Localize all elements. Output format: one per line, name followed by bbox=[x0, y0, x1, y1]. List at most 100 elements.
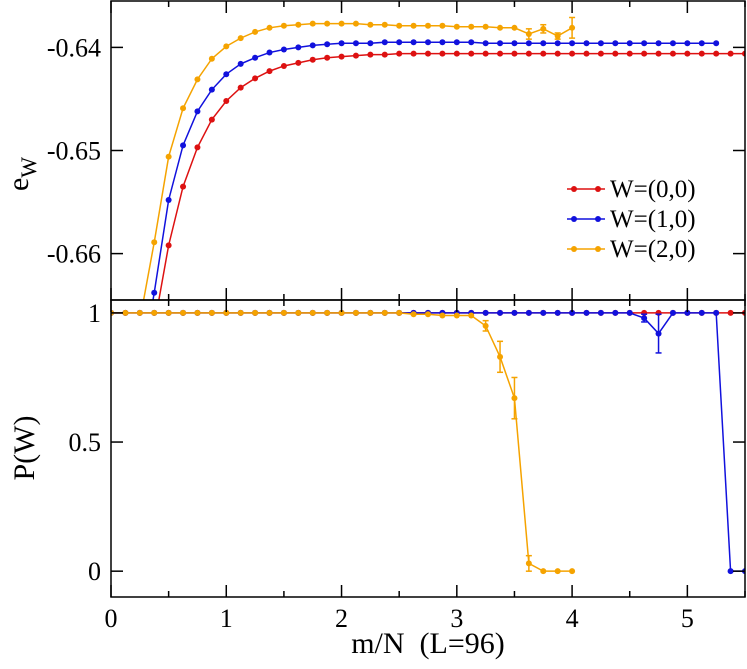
bottom-data-point bbox=[223, 309, 230, 316]
top-data-point bbox=[597, 40, 604, 47]
bottom-ylabel: P(W) bbox=[8, 416, 41, 481]
legend-label: W=(0,0) bbox=[610, 176, 696, 203]
top-data-point bbox=[280, 22, 287, 29]
bottom-data-point bbox=[525, 309, 532, 316]
bottom-data-point bbox=[554, 309, 561, 316]
bottom-data-point bbox=[569, 309, 576, 316]
top-data-point bbox=[511, 40, 518, 47]
bottom-data-point bbox=[136, 309, 143, 316]
top-data-point bbox=[252, 54, 259, 61]
top-data-point bbox=[410, 50, 417, 57]
top-series-w-0-0 bbox=[158, 50, 745, 300]
bottom-data-point bbox=[727, 309, 734, 316]
bottom-data-point bbox=[482, 309, 489, 316]
top-data-point bbox=[482, 40, 489, 47]
bottom-data-point bbox=[439, 312, 446, 319]
bottom-data-point bbox=[252, 309, 259, 316]
top-panel: -0.66 -0.65 -0.64 eW W=(0,0) W=(1,0) W=(2,0) bbox=[2, 0, 746, 380]
top-data-point bbox=[252, 75, 259, 82]
top-data-point bbox=[151, 239, 158, 246]
legend-item-w-2-0: W=(2,0) bbox=[567, 236, 696, 263]
top-data-point bbox=[194, 76, 201, 83]
bottom-data-point bbox=[482, 322, 489, 329]
top-data-point bbox=[669, 40, 676, 47]
top-data-point bbox=[626, 50, 633, 57]
top-data-point bbox=[410, 39, 417, 46]
top-data-point bbox=[352, 20, 359, 27]
top-data-point bbox=[352, 40, 359, 47]
bottom-ytick-label: 0 bbox=[88, 557, 101, 586]
top-data-point bbox=[439, 22, 446, 29]
top-data-point bbox=[684, 50, 691, 57]
bottom-data-point bbox=[208, 309, 215, 316]
top-data-point bbox=[641, 40, 648, 47]
top-data-point bbox=[468, 50, 475, 57]
top-data-point bbox=[237, 35, 244, 42]
top-data-point bbox=[482, 50, 489, 57]
top-data-point bbox=[669, 50, 676, 57]
top-data-point bbox=[208, 116, 215, 123]
bottom-xtick-label: 4 bbox=[566, 604, 579, 633]
top-data-point bbox=[352, 52, 359, 59]
top-data-point bbox=[497, 50, 504, 57]
top-data-point bbox=[626, 40, 633, 47]
top-data-point bbox=[698, 50, 705, 57]
top-data-point bbox=[698, 40, 705, 47]
top-data-point bbox=[540, 25, 547, 32]
top-data-point bbox=[309, 20, 316, 27]
top-data-point bbox=[137, 374, 143, 380]
top-data-point bbox=[569, 50, 576, 57]
top-data-point bbox=[295, 44, 302, 51]
bottom-data-point bbox=[626, 309, 633, 316]
top-ylabel: eW bbox=[2, 157, 41, 191]
bottom-data-point bbox=[554, 568, 561, 575]
top-data-point bbox=[713, 40, 720, 47]
bottom-data-point bbox=[180, 309, 187, 316]
top-data-point bbox=[468, 23, 475, 30]
top-data-point bbox=[367, 51, 374, 58]
top-data-point bbox=[266, 49, 273, 56]
bottom-data-point bbox=[338, 309, 345, 316]
bottom-data-point bbox=[381, 309, 388, 316]
top-data-point bbox=[612, 40, 619, 47]
top-data-point bbox=[540, 50, 547, 57]
top-data-point bbox=[180, 142, 187, 149]
bottom-data-point bbox=[453, 312, 460, 319]
top-data-point bbox=[540, 40, 547, 47]
top-ylabel-subscript: W bbox=[16, 157, 41, 178]
bottom-data-point bbox=[497, 309, 504, 316]
top-data-point bbox=[453, 23, 460, 30]
bottom-data-point bbox=[194, 309, 201, 316]
bottom-data-point bbox=[425, 311, 431, 318]
legend-item-w-0-0: W=(0,0) bbox=[567, 176, 696, 203]
top-series-layer bbox=[137, 16, 745, 380]
top-data-point bbox=[309, 56, 316, 63]
top-ytick-label: -0.64 bbox=[47, 33, 101, 62]
top-data-point bbox=[453, 50, 460, 57]
top-data-point bbox=[223, 98, 230, 105]
top-ticks: -0.66 -0.65 -0.64 bbox=[47, 1, 746, 300]
top-data-point bbox=[165, 196, 172, 203]
top-data-point bbox=[655, 50, 662, 57]
top-data-point bbox=[381, 21, 388, 28]
top-data-point bbox=[223, 71, 230, 78]
top-data-point bbox=[396, 50, 403, 57]
top-data-point bbox=[497, 40, 504, 47]
top-data-point bbox=[237, 84, 244, 91]
bottom-plot-frame bbox=[110, 299, 746, 598]
top-ytick-label: -0.66 bbox=[47, 240, 101, 269]
bottom-data-point bbox=[511, 395, 518, 402]
bottom-ytick-label: 1 bbox=[88, 299, 101, 328]
top-data-point bbox=[684, 40, 691, 47]
top-data-point bbox=[208, 86, 215, 93]
bottom-series-layer bbox=[111, 309, 745, 575]
legend-swatch-marker bbox=[595, 186, 601, 192]
top-series-w-1-0 bbox=[137, 39, 720, 380]
legend-swatch-marker bbox=[595, 246, 601, 252]
top-data-point bbox=[425, 50, 431, 57]
top-series-line bbox=[142, 22, 573, 300]
top-data-point bbox=[266, 24, 273, 31]
bottom-data-point bbox=[266, 309, 273, 316]
bottom-data-point bbox=[713, 309, 720, 316]
top-data-point bbox=[655, 40, 662, 47]
